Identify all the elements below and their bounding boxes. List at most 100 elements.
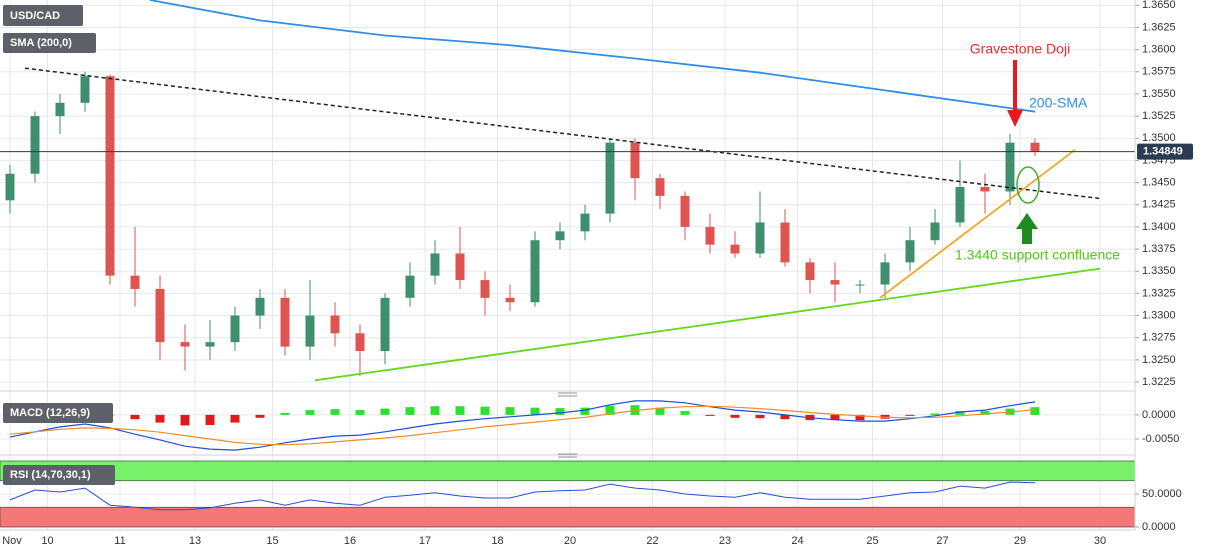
x-tick-label: 15: [266, 535, 278, 547]
macd-histogram-bar: [405, 407, 415, 415]
resize-handle[interactable]: [558, 392, 577, 458]
y-tick-label: 1.3575: [1142, 66, 1176, 78]
price-panel: [0, 0, 1135, 382]
candle-body: [1005, 142, 1015, 192]
candle-body: [930, 222, 940, 241]
x-tick-label: 17: [419, 535, 431, 547]
y-tick-label: 1.3550: [1142, 88, 1176, 100]
y-tick-label: 1.3625: [1142, 21, 1176, 33]
x-tick-label: 10: [41, 535, 53, 547]
macd-histogram-bar: [605, 405, 615, 415]
y-tick-label: -0.0050: [1142, 433, 1179, 445]
macd-histogram-bar: [830, 414, 840, 421]
macd-histogram-bar: [255, 414, 265, 418]
x-tick-label: 27: [936, 535, 948, 547]
macd-histogram-bar: [180, 414, 190, 426]
candle-body: [805, 262, 815, 281]
macd-histogram-bar: [755, 414, 765, 419]
axis: 1.3225 1.3250 1.3275 1.3300 1.3325 1.3350 1.33…: [2, 0, 1193, 547]
candle-body: [105, 76, 115, 276]
candle-body: [905, 240, 915, 263]
trend-line: [24, 67, 1101, 200]
macd-histogram-bar: [155, 414, 165, 423]
macd-line: [9, 405, 1036, 446]
y-tick-label: 1.3400: [1142, 221, 1176, 233]
x-tick-label: 30: [1094, 535, 1106, 547]
x-tick-label: 23: [719, 535, 731, 547]
rsi-line: [9, 481, 1036, 511]
sma-box: [3, 33, 96, 53]
y-tick-label: 1.3500: [1142, 132, 1176, 144]
candle-body: [680, 195, 690, 227]
macd-histogram-bar: [655, 407, 665, 415]
y-tick-label: 1.3300: [1142, 309, 1176, 321]
candle-body: [580, 213, 590, 232]
macd-histogram-bar: [705, 414, 715, 416]
candle-body: [330, 315, 340, 334]
macd-histogram-bar: [480, 406, 490, 415]
macd-histogram-bar: [955, 411, 965, 415]
macd-histogram-bar: [730, 414, 740, 418]
candle-body: [655, 178, 665, 196]
y-tick-label: 1.3325: [1142, 287, 1176, 299]
candle-body: [30, 116, 40, 174]
macd-histogram-bar: [780, 414, 790, 420]
rsi-panel: [0, 460, 1135, 528]
candle-body: [955, 187, 965, 223]
candle-body: [355, 333, 365, 351]
overbought-band: [0, 460, 1135, 482]
y-tick-label: 1.3450: [1142, 176, 1176, 188]
x-tick-label: 25: [866, 535, 878, 547]
macd-histogram-bar: [580, 407, 590, 415]
macd-histogram-bar: [505, 407, 515, 415]
candle-body: [705, 226, 715, 245]
arrow-head: [1007, 110, 1023, 127]
x-tick-label: 22: [646, 535, 658, 547]
y-tick-label: 1.3350: [1142, 265, 1176, 277]
macd-histogram-bar: [905, 414, 915, 416]
candle-body: [530, 240, 540, 303]
oversold-band: [0, 506, 1135, 528]
candle-body: [1030, 142, 1040, 152]
candle-body: [555, 231, 565, 241]
x-tick-label: 13: [189, 535, 201, 547]
candle-body: [605, 142, 615, 214]
candle-body: [455, 253, 465, 281]
macd-histogram-bar: [530, 407, 540, 415]
candle-body: [180, 342, 190, 347]
annotation: 1.3440 support confluence: [955, 247, 1120, 263]
symbol-box: [3, 5, 83, 26]
candle-body: [980, 187, 990, 192]
rsi-box: [3, 465, 115, 485]
macd-histogram-bar: [130, 414, 140, 420]
x-tick-label: Nov: [2, 535, 22, 547]
macd-box: [3, 403, 113, 423]
candle-body: [430, 253, 440, 276]
macd-histogram-bar: [930, 413, 940, 415]
highlight-ellipse: [1016, 166, 1040, 204]
macd-histogram-bar: [430, 406, 440, 415]
x-tick-label: 20: [564, 535, 576, 547]
macd-histogram-bar: [680, 411, 690, 415]
sma-legend: SMA (200,0): [10, 37, 72, 49]
x-tick-label: 29: [1014, 535, 1026, 547]
x-tick-label: 18: [491, 535, 503, 547]
candle-body: [480, 280, 490, 298]
annotation: Gravestone Doji: [970, 41, 1070, 57]
last-price-label: 1.34849: [1143, 146, 1183, 158]
trend-line: [879, 149, 1076, 299]
candle-body: [130, 275, 140, 289]
macd-line: [9, 400, 1036, 451]
macd-histogram-bar: [230, 414, 240, 423]
x-tick-label: 16: [344, 535, 356, 547]
y-tick-label: 1.3250: [1142, 354, 1176, 366]
candle-body: [55, 102, 65, 117]
grid: [0, 0, 1135, 530]
candle-body: [630, 142, 640, 179]
macd-histogram-bar: [980, 411, 990, 415]
symbol-title: USD/CAD: [10, 10, 60, 22]
candle-body: [880, 262, 890, 285]
x-tick-label: 24: [791, 535, 803, 547]
candle-body: [855, 284, 865, 286]
